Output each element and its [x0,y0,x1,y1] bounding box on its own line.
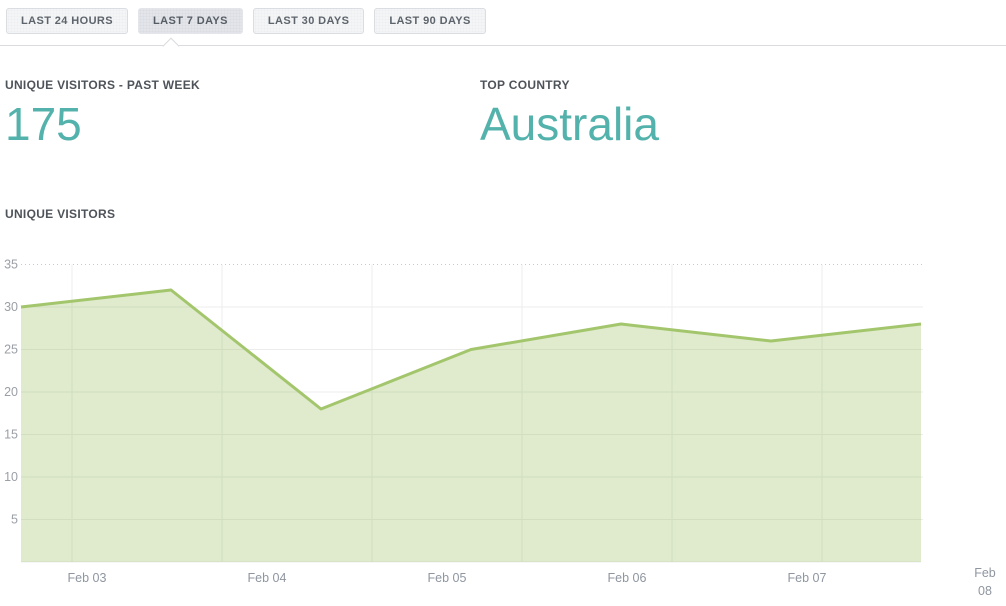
x-axis-tick-label: 08 [978,584,992,598]
y-axis-tick-label: 20 [4,385,18,399]
y-axis-tick-label: 15 [4,428,18,442]
stat-label: TOP COUNTRY [480,78,570,92]
date-range-tabs: LAST 24 HOURS LAST 7 DAYS LAST 30 DAYS L… [6,8,496,34]
stat-unique-visitors: UNIQUE VISITORS - PAST WEEK 175 [5,78,200,147]
x-axis-tick-label: Feb [974,566,996,580]
series-line [20,288,922,411]
x-axis-tick-label: Feb 06 [608,571,647,585]
y-axis-tick-label: 30 [4,300,18,314]
chart-title: UNIQUE VISITORS [5,207,116,221]
tab-last-30-days[interactable]: LAST 30 DAYS [252,8,365,34]
tab-last-24-hours[interactable]: LAST 24 HOURS [6,8,128,34]
y-axis-tick-label: 25 [4,343,18,357]
stat-value: 175 [5,98,82,150]
x-axis-tick-label: Feb 04 [248,571,287,585]
stat-value: Australia [480,98,659,150]
x-axis-tick-label: Feb 07 [788,571,827,585]
active-tab-notch [162,37,180,55]
x-axis-tick-label: Feb 05 [428,571,467,585]
x-axis-tick-label: Feb 03 [68,571,107,585]
y-axis-tick-label: 10 [4,470,18,484]
stat-label: UNIQUE VISITORS - PAST WEEK [5,78,201,92]
tab-last-7-days[interactable]: LAST 7 DAYS [138,8,243,34]
area-fill [21,290,921,562]
y-axis-tick-label: 5 [11,513,18,527]
tab-last-90-days[interactable]: LAST 90 DAYS [374,8,486,34]
y-axis-tick-label: 35 [4,258,18,272]
unique-visitors-area-chart[interactable]: 5 10 15 20 25 30 35 Feb 03 Feb 04 Feb 05 Feb 06 Feb… [0,255,1006,606]
tabs-divider [0,45,1006,46]
stat-top-country: TOP COUNTRY Australia [480,78,659,147]
